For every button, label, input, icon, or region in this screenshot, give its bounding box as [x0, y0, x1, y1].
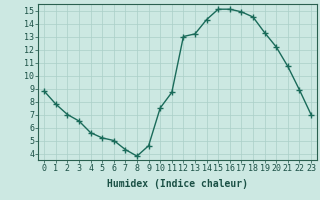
X-axis label: Humidex (Indice chaleur): Humidex (Indice chaleur) — [107, 179, 248, 189]
